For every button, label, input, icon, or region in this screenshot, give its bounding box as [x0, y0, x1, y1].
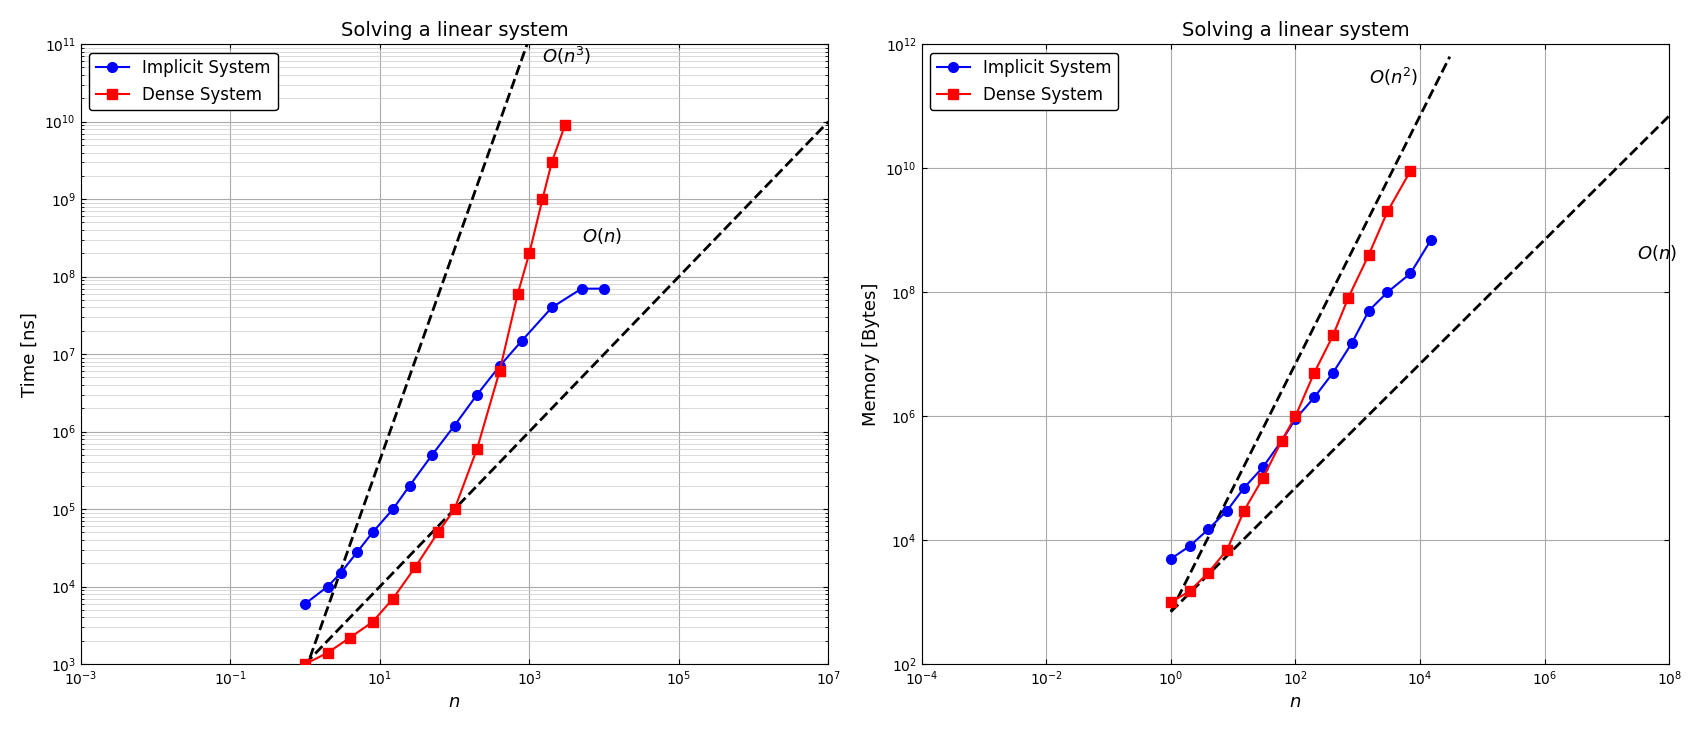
Implicit System [383, 505, 404, 514]
Implicit System [1401, 269, 1421, 278]
Line: Dense System: Dense System [1166, 166, 1416, 607]
Y-axis label: Memory [Bytes]: Memory [Bytes] [862, 283, 879, 426]
Legend: Implicit System, Dense System: Implicit System, Dense System [930, 53, 1118, 111]
Dense System [295, 660, 315, 668]
Implicit System [1285, 414, 1305, 423]
Line: Implicit System: Implicit System [1166, 235, 1436, 564]
Implicit System [1304, 393, 1324, 402]
Y-axis label: Time [ns]: Time [ns] [20, 312, 39, 397]
Implicit System [348, 548, 368, 556]
Implicit System [489, 362, 509, 370]
Dense System [1377, 207, 1397, 216]
Dense System [363, 618, 383, 627]
Dense System [1401, 167, 1421, 176]
Implicit System [1234, 483, 1254, 492]
Dense System [1322, 331, 1343, 340]
Implicit System [399, 482, 419, 490]
Implicit System [423, 451, 443, 460]
Title: Solving a linear system: Solving a linear system [341, 20, 569, 40]
Dense System [467, 444, 487, 453]
Dense System [1217, 545, 1237, 554]
Dense System [489, 367, 509, 376]
Dense System [520, 249, 540, 258]
Dense System [445, 505, 465, 514]
Implicit System [1358, 307, 1379, 315]
Implicit System [1271, 436, 1292, 445]
Implicit System [1322, 368, 1343, 377]
Implicit System [1377, 288, 1397, 296]
Implicit System [571, 284, 591, 293]
Dense System [383, 594, 404, 603]
Dense System [1179, 587, 1200, 596]
Implicit System [317, 582, 337, 591]
Dense System [1160, 598, 1181, 607]
Implicit System [511, 336, 532, 345]
Dense System [406, 562, 426, 571]
Implicit System [1341, 339, 1361, 348]
Implicit System [593, 284, 613, 293]
Dense System [1252, 474, 1273, 482]
Text: $O(n^2)$: $O(n^2)$ [1368, 65, 1418, 88]
Implicit System [467, 390, 487, 399]
Dense System [542, 158, 562, 167]
Implicit System [1160, 554, 1181, 563]
Dense System [339, 633, 360, 642]
Dense System [1304, 368, 1324, 377]
Text: $O(n^3)$: $O(n^3)$ [542, 45, 591, 67]
Line: Dense System: Dense System [300, 120, 569, 669]
Implicit System [1421, 236, 1442, 244]
Dense System [532, 195, 552, 203]
Legend: Implicit System, Dense System: Implicit System, Dense System [89, 53, 278, 111]
X-axis label: n: n [448, 693, 460, 712]
Dense System [428, 528, 448, 537]
Implicit System [363, 528, 383, 537]
Dense System [317, 649, 337, 657]
Text: $O(n)$: $O(n)$ [1638, 242, 1677, 263]
Dense System [508, 289, 528, 298]
Text: $O(n)$: $O(n)$ [581, 225, 622, 246]
X-axis label: n: n [1290, 693, 1302, 712]
Implicit System [1179, 542, 1200, 550]
Dense System [1271, 436, 1292, 445]
Implicit System [445, 421, 465, 430]
Implicit System [542, 303, 562, 312]
Dense System [1285, 412, 1305, 421]
Dense System [1358, 250, 1379, 259]
Implicit System [1198, 525, 1218, 534]
Implicit System [1217, 507, 1237, 515]
Dense System [1198, 568, 1218, 577]
Implicit System [1252, 463, 1273, 471]
Dense System [1234, 507, 1254, 515]
Line: Implicit System: Implicit System [300, 284, 608, 609]
Title: Solving a linear system: Solving a linear system [1181, 20, 1409, 40]
Implicit System [331, 569, 351, 578]
Dense System [1338, 294, 1358, 302]
Implicit System [295, 600, 315, 608]
Dense System [556, 121, 576, 130]
